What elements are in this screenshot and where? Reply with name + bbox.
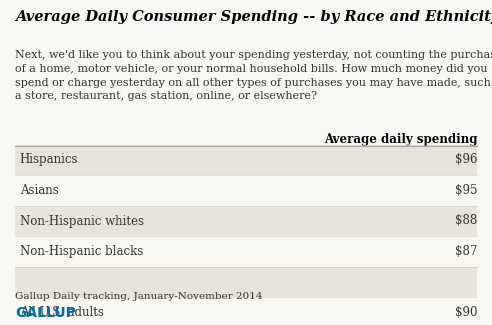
Text: Average daily spending: Average daily spending [324,133,477,146]
Bar [15,175,477,206]
Text: Hispanics: Hispanics [20,153,78,166]
Text: Non-Hispanic whites: Non-Hispanic whites [20,214,144,227]
Bar [15,206,477,236]
Text: Gallup Daily tracking, January-November 2014: Gallup Daily tracking, January-November … [15,292,262,301]
Bar [15,297,477,325]
Text: $87: $87 [455,245,477,258]
Text: Asians: Asians [20,184,59,197]
Bar [15,236,477,267]
Text: Average Daily Consumer Spending -- by Race and Ethnicity: Average Daily Consumer Spending -- by Ra… [15,10,492,24]
Text: $88: $88 [455,214,477,227]
Bar [15,145,477,175]
Text: $90: $90 [455,306,477,319]
Text: $95: $95 [455,184,477,197]
Text: Next, we'd like you to think about your spending yesterday, not counting the pur: Next, we'd like you to think about your … [15,50,492,101]
Bar [15,267,477,297]
Text: All U.S. adults: All U.S. adults [20,306,103,319]
Text: Non-Hispanic blacks: Non-Hispanic blacks [20,245,143,258]
Text: GALLUP: GALLUP [15,306,76,320]
Text: $96: $96 [455,153,477,166]
